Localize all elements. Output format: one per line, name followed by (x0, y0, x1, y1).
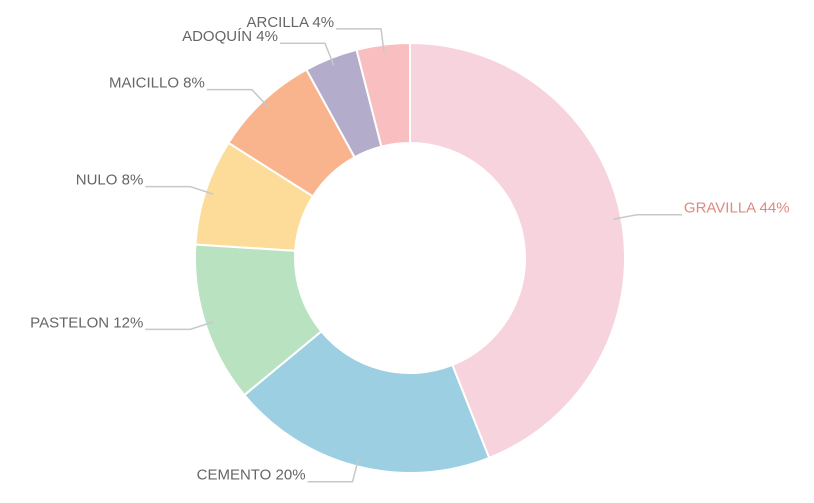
value-label: 4% (256, 28, 278, 45)
donut-slice (409, 41, 626, 460)
leader-line (307, 458, 360, 483)
value-label: 8% (122, 172, 144, 189)
category-name: PASTELON (30, 314, 109, 331)
leader-line (613, 213, 682, 220)
category-name: GRAVILLA (684, 200, 756, 217)
donut-slice (242, 329, 491, 474)
category-name: MAICILLO (109, 75, 179, 92)
slice-label: PASTELON 12% (30, 314, 143, 331)
leader-line (145, 321, 214, 331)
slice-label: NULO 8% (76, 172, 144, 189)
category-name: NULO (76, 172, 118, 189)
category-name: ARCILLA (246, 14, 309, 31)
leader-line (279, 42, 335, 66)
leader-line (206, 88, 269, 108)
value-label: 12% (113, 314, 143, 331)
category-name: CEMENTO (197, 467, 272, 484)
leader-line (145, 185, 214, 195)
value-label: 8% (183, 75, 205, 92)
leader-line (336, 28, 385, 53)
value-label: 20% (276, 467, 306, 484)
category-name: ADOQUÍN (182, 28, 252, 45)
slice-label: MAICILLO 8% (109, 75, 205, 92)
slice-label: ADOQUÍN 4% (182, 28, 278, 45)
value-label: 4% (312, 14, 334, 31)
slice-label: ARCILLA 4% (246, 14, 334, 31)
slice-label: GRAVILLA 44% (684, 200, 790, 217)
value-label: 44% (760, 200, 790, 217)
slice-label: CEMENTO 20% (197, 467, 306, 484)
donut-slice (355, 41, 411, 148)
